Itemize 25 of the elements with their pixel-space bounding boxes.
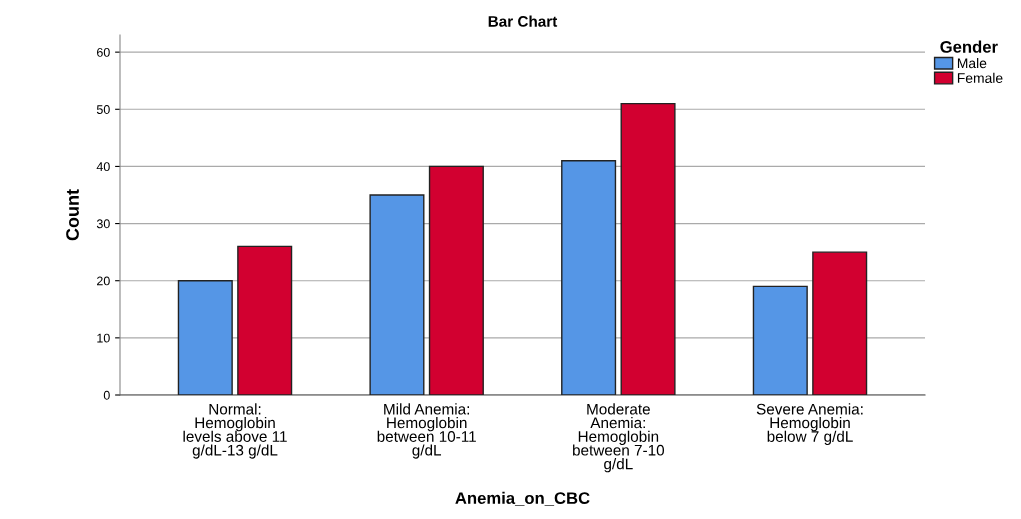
bar bbox=[752, 285, 808, 395]
x-tick-label: Moderate Anemia: Hemoglobin between 7-10 g/dL bbox=[573, 403, 665, 473]
bar bbox=[369, 194, 425, 395]
bar bbox=[237, 245, 293, 395]
x-tick-label: Severe Anemia: Hemoglobin below 7 g/dL bbox=[756, 403, 863, 445]
y-tick-label: 30 bbox=[96, 219, 110, 229]
bar bbox=[812, 251, 868, 395]
legend-title: Gender bbox=[940, 40, 998, 53]
y-axis-title: Count bbox=[66, 189, 79, 241]
x-tick-label: Normal: Hemoglobin levels above 11 g/dL-13 g/dL bbox=[183, 403, 287, 459]
y-tick-label: 60 bbox=[97, 47, 110, 57]
y-tick-label: 0 bbox=[103, 390, 110, 400]
bar bbox=[428, 165, 484, 395]
legend-label: Male bbox=[957, 57, 987, 69]
y-tick-label: 20 bbox=[97, 276, 110, 286]
x-tick-label: Mild Anemia: Hemoglobin between 10-11 g/dL bbox=[377, 403, 476, 459]
bar bbox=[620, 102, 676, 395]
legend-label: Female bbox=[957, 72, 1003, 83]
x-axis-title: Anemia_on_CBC bbox=[455, 491, 590, 506]
y-tick-label: 40 bbox=[96, 162, 110, 172]
chart-title: Bar Chart bbox=[488, 15, 558, 27]
bar bbox=[561, 160, 617, 395]
y-tick-label: 50 bbox=[96, 105, 110, 114]
bar bbox=[177, 280, 233, 395]
y-tick-label: 10 bbox=[97, 333, 110, 343]
